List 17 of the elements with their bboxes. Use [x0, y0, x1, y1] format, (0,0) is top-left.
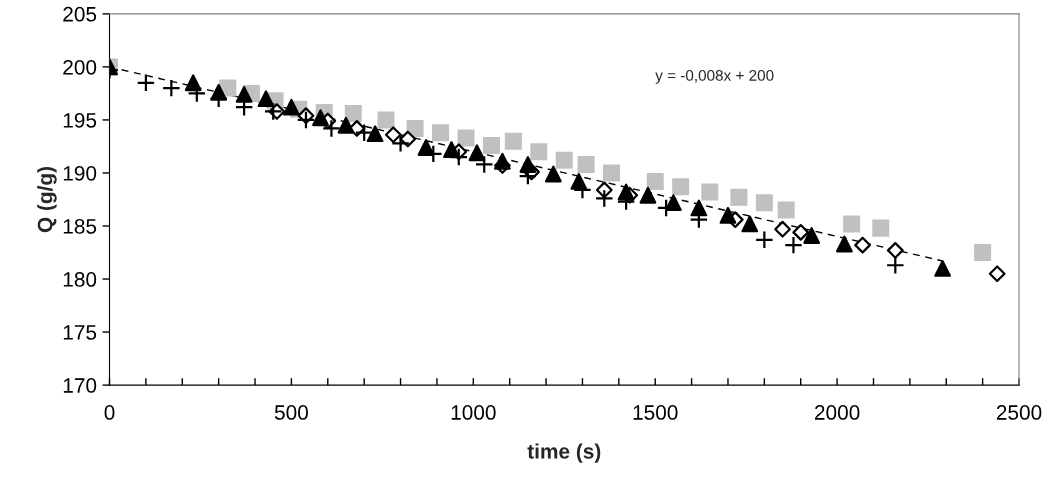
x-tick-label: 500 [274, 405, 308, 420]
y-tick-label: 170 [63, 378, 97, 393]
y-tick-label: 180 [63, 272, 97, 287]
y-tick-label: 195 [63, 112, 97, 128]
y-tick-label: 175 [63, 325, 97, 340]
x-tick-label: 2000 [814, 405, 860, 420]
x-tick-label: 1500 [633, 405, 678, 420]
y-tick-label: 185 [63, 219, 97, 234]
annotation: y = -0,008x + 200 [655, 70, 774, 84]
x-tick-label: 2500 [996, 405, 1042, 420]
x-tick-label: 1000 [451, 405, 496, 420]
x-tick-label: 0 [104, 405, 115, 420]
y-axis-title: Q (g/g) [37, 166, 57, 233]
y-tick-label: 200 [63, 59, 97, 75]
y-tick-label: 205 [63, 6, 97, 22]
x-axis-title: time (s) [527, 443, 601, 463]
y-tick-label: 190 [63, 165, 97, 181]
